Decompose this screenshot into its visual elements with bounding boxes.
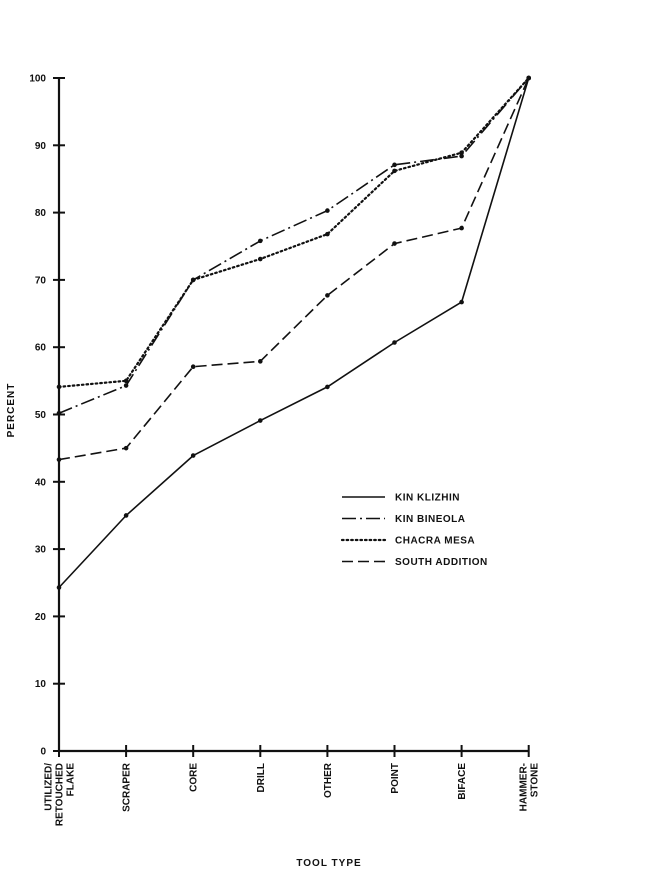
x-tick-label-line: FLAKE (66, 763, 77, 797)
data-point (123, 378, 129, 384)
x-tick-label-line: CORE (189, 763, 200, 792)
x-tick-label-line: OTHER (323, 762, 334, 798)
data-point (392, 241, 397, 246)
data-point (459, 153, 464, 159)
data-point (325, 293, 330, 298)
data-point (258, 238, 263, 244)
data-point (123, 445, 129, 451)
data-point (190, 364, 196, 370)
series-line-2 (57, 76, 530, 388)
data-point (56, 457, 62, 462)
x-tick-label: CORE (189, 763, 200, 792)
series-line-0 (58, 77, 530, 589)
x-tick-label-line: STONE (530, 763, 541, 798)
legend: KIN KLIZHIN KIN BINEOLA CHACRA MESA SOUTH A… (340, 493, 488, 568)
data-point (392, 168, 397, 174)
x-tick-label: HAMMER- STONE (519, 763, 541, 812)
data-point (459, 150, 464, 156)
x-tick-label: BIFACE (457, 763, 468, 800)
x-tick-label-line: SCRAPER (122, 762, 133, 812)
x-tick-label: SCRAPER (122, 762, 133, 812)
legend-label: SOUTH ADDITION (395, 557, 488, 568)
x-tick-label-line: POINT (390, 763, 401, 794)
data-point (459, 299, 464, 305)
data-point (190, 277, 196, 283)
x-axis-title: TOOL TYPE (296, 858, 361, 869)
y-axis-title: PERCENT (6, 383, 17, 438)
data-point (325, 384, 330, 390)
data-point (325, 231, 330, 237)
data-point (56, 410, 62, 416)
data-point (392, 340, 397, 345)
x-tick-label-line: RETOUCHED (55, 763, 66, 826)
data-point (258, 418, 263, 423)
data-point (459, 225, 464, 231)
y-tick-label: 20 (35, 612, 47, 623)
y-tick-label: 40 (35, 477, 47, 488)
data-point (190, 453, 196, 458)
y-tick-label: 0 (40, 747, 46, 758)
data-point (123, 383, 129, 388)
y-tick-label: 70 (35, 275, 47, 286)
data-point (56, 384, 62, 390)
series-layer (56, 75, 531, 590)
legend-label: KIN BINEOLA (395, 514, 466, 525)
y-tick-label: 50 (35, 410, 47, 421)
data-point (526, 75, 531, 81)
legend-label: KIN KLIZHIN (395, 493, 460, 504)
series-line-3 (58, 77, 530, 461)
x-tick-label-line: UTILIZED/ (44, 763, 55, 811)
legend-label: CHACRA MESA (395, 536, 475, 547)
data-point (56, 585, 62, 590)
x-tick-label-line: HAMMER- (519, 763, 530, 811)
y-tick-label: 10 (35, 679, 47, 690)
data-point (258, 359, 263, 364)
y-tick-label: 60 (35, 343, 47, 354)
y-tick-label: 100 (29, 74, 46, 85)
series-line-1 (58, 77, 530, 414)
x-tick-label: POINT (390, 763, 401, 794)
x-tick-label: UTILIZED/RETOUCHED FLAKE (44, 763, 77, 826)
x-tick-label: OTHER (323, 762, 334, 798)
axes: 0 10 20 30 40 50 60 70 80 90 100 UTILIZED/RETOUCHED… (29, 74, 540, 827)
x-tick-label-line: BIFACE (457, 763, 468, 800)
x-tick-label-line: DRILL (256, 763, 267, 792)
data-point (325, 208, 330, 213)
data-point (123, 513, 129, 518)
y-tick-label: 90 (35, 141, 47, 152)
data-point (258, 256, 263, 262)
y-tick-label: 30 (35, 545, 47, 556)
data-point (392, 162, 397, 168)
x-tick-label: DRILL (256, 763, 267, 792)
y-tick-label: 80 (35, 208, 47, 219)
